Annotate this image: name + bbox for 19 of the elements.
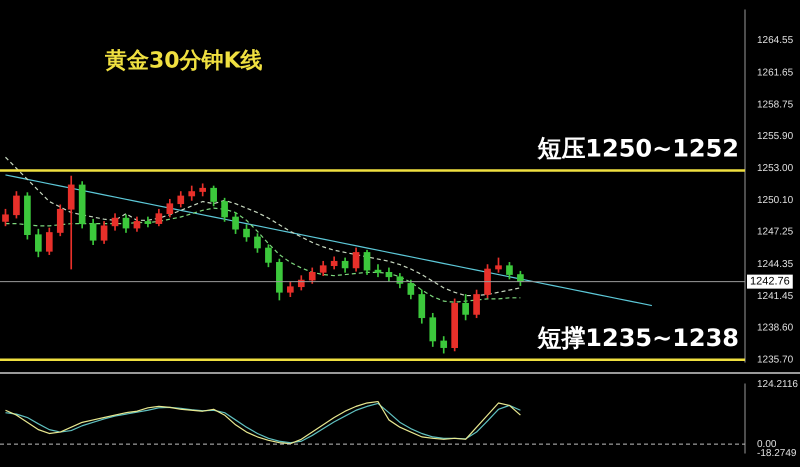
candlestick xyxy=(374,264,382,278)
y-tick-label: 1253.00 xyxy=(757,163,794,174)
text: 黄金30分钟K线 xyxy=(104,48,263,74)
ref-line-label: 短压1250~1252 xyxy=(536,134,739,163)
ref-line-label: 短撑1235~1238 xyxy=(536,324,739,352)
ref-line-label: 1242.76 xyxy=(750,276,790,288)
y-tick-label: 1255.90 xyxy=(757,130,794,142)
y-tick-label: 1247.25 xyxy=(757,226,794,238)
y-tick-label: 1238.60 xyxy=(757,322,794,334)
y-tick-label: 0.00 xyxy=(757,438,777,450)
y-tick-label: 124.2116 xyxy=(757,378,798,390)
y-tick-label: 1264.55 xyxy=(757,35,794,46)
y-tick-label: 1258.75 xyxy=(757,99,794,110)
y-tick-label: 1261.65 xyxy=(757,67,794,78)
y-tick-label: 1244.35 xyxy=(757,258,794,270)
y-tick-label: 1235.70 xyxy=(757,354,794,366)
y-tick-label: 1250.10 xyxy=(757,195,794,206)
y-tick-label: 1241.45 xyxy=(757,290,794,302)
y-tick-label: -18.2749 xyxy=(757,448,797,459)
